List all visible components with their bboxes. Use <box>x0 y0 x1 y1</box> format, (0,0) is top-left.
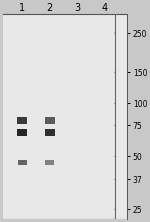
Bar <box>45 129 55 136</box>
Bar <box>17 117 27 123</box>
Bar <box>45 160 54 165</box>
Bar <box>17 129 27 136</box>
Bar <box>45 117 55 123</box>
Bar <box>18 160 27 165</box>
